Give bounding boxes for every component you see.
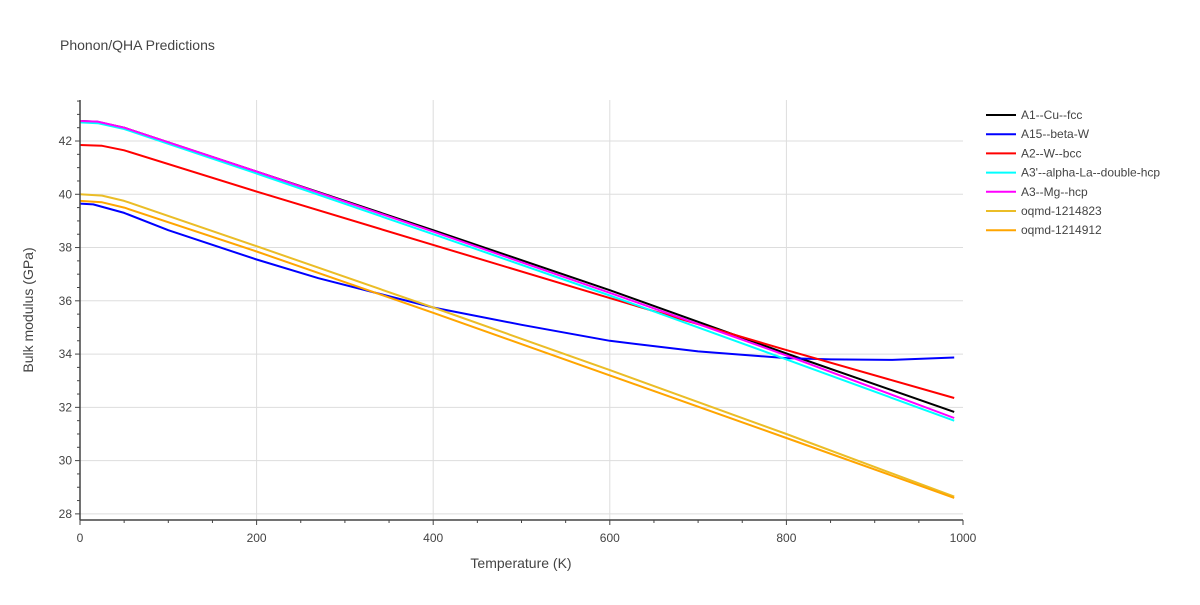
legend-label: A1--Cu--fcc [1021, 108, 1082, 122]
y-tick-label: 28 [59, 507, 73, 521]
legend-label: A3--Mg--hcp [1021, 185, 1088, 199]
x-tick-label: 400 [423, 531, 443, 545]
series-line-4 [79, 120, 955, 419]
series-line-1 [79, 202, 955, 361]
y-axis-label: Bulk modulus (GPa) [20, 247, 36, 372]
chart-title: Phonon/QHA Predictions [60, 37, 215, 53]
series-line-2 [79, 144, 955, 399]
y-tick-label: 40 [59, 187, 73, 201]
y-tick-label: 32 [59, 400, 73, 414]
x-axis-label: Temperature (K) [470, 555, 571, 571]
grid [80, 100, 963, 520]
series-lines [79, 120, 955, 499]
y-tick-label: 34 [59, 347, 73, 361]
y-tick-label: 36 [59, 294, 73, 308]
x-tick-label: 1000 [950, 531, 977, 545]
series-line-3 [79, 121, 955, 422]
x-tick-label: 800 [776, 531, 796, 545]
y-tick-label: 38 [59, 241, 73, 255]
legend-label: A3'--alpha-La--double-hcp [1021, 166, 1160, 180]
x-tick-label: 200 [247, 531, 267, 545]
x-tick-label: 0 [77, 531, 84, 545]
legend-label: A15--beta-W [1021, 127, 1090, 141]
y-tick-label: 42 [59, 134, 73, 148]
series-line-5 [79, 193, 955, 498]
x-tick-label: 600 [600, 531, 620, 545]
legend-label: A2--W--bcc [1021, 146, 1081, 160]
y-tick-label: 30 [59, 454, 73, 468]
legend-label: oqmd-1214823 [1021, 204, 1102, 218]
legend: A1--Cu--fcc A15--beta-W A2--W--bcc A3'--alp… [986, 108, 1160, 237]
axes: 28 30 32 34 36 38 40 42 0 200 400 600 800 1000 [59, 100, 977, 545]
legend-label: oqmd-1214912 [1021, 223, 1102, 237]
series-line-6 [79, 199, 955, 499]
